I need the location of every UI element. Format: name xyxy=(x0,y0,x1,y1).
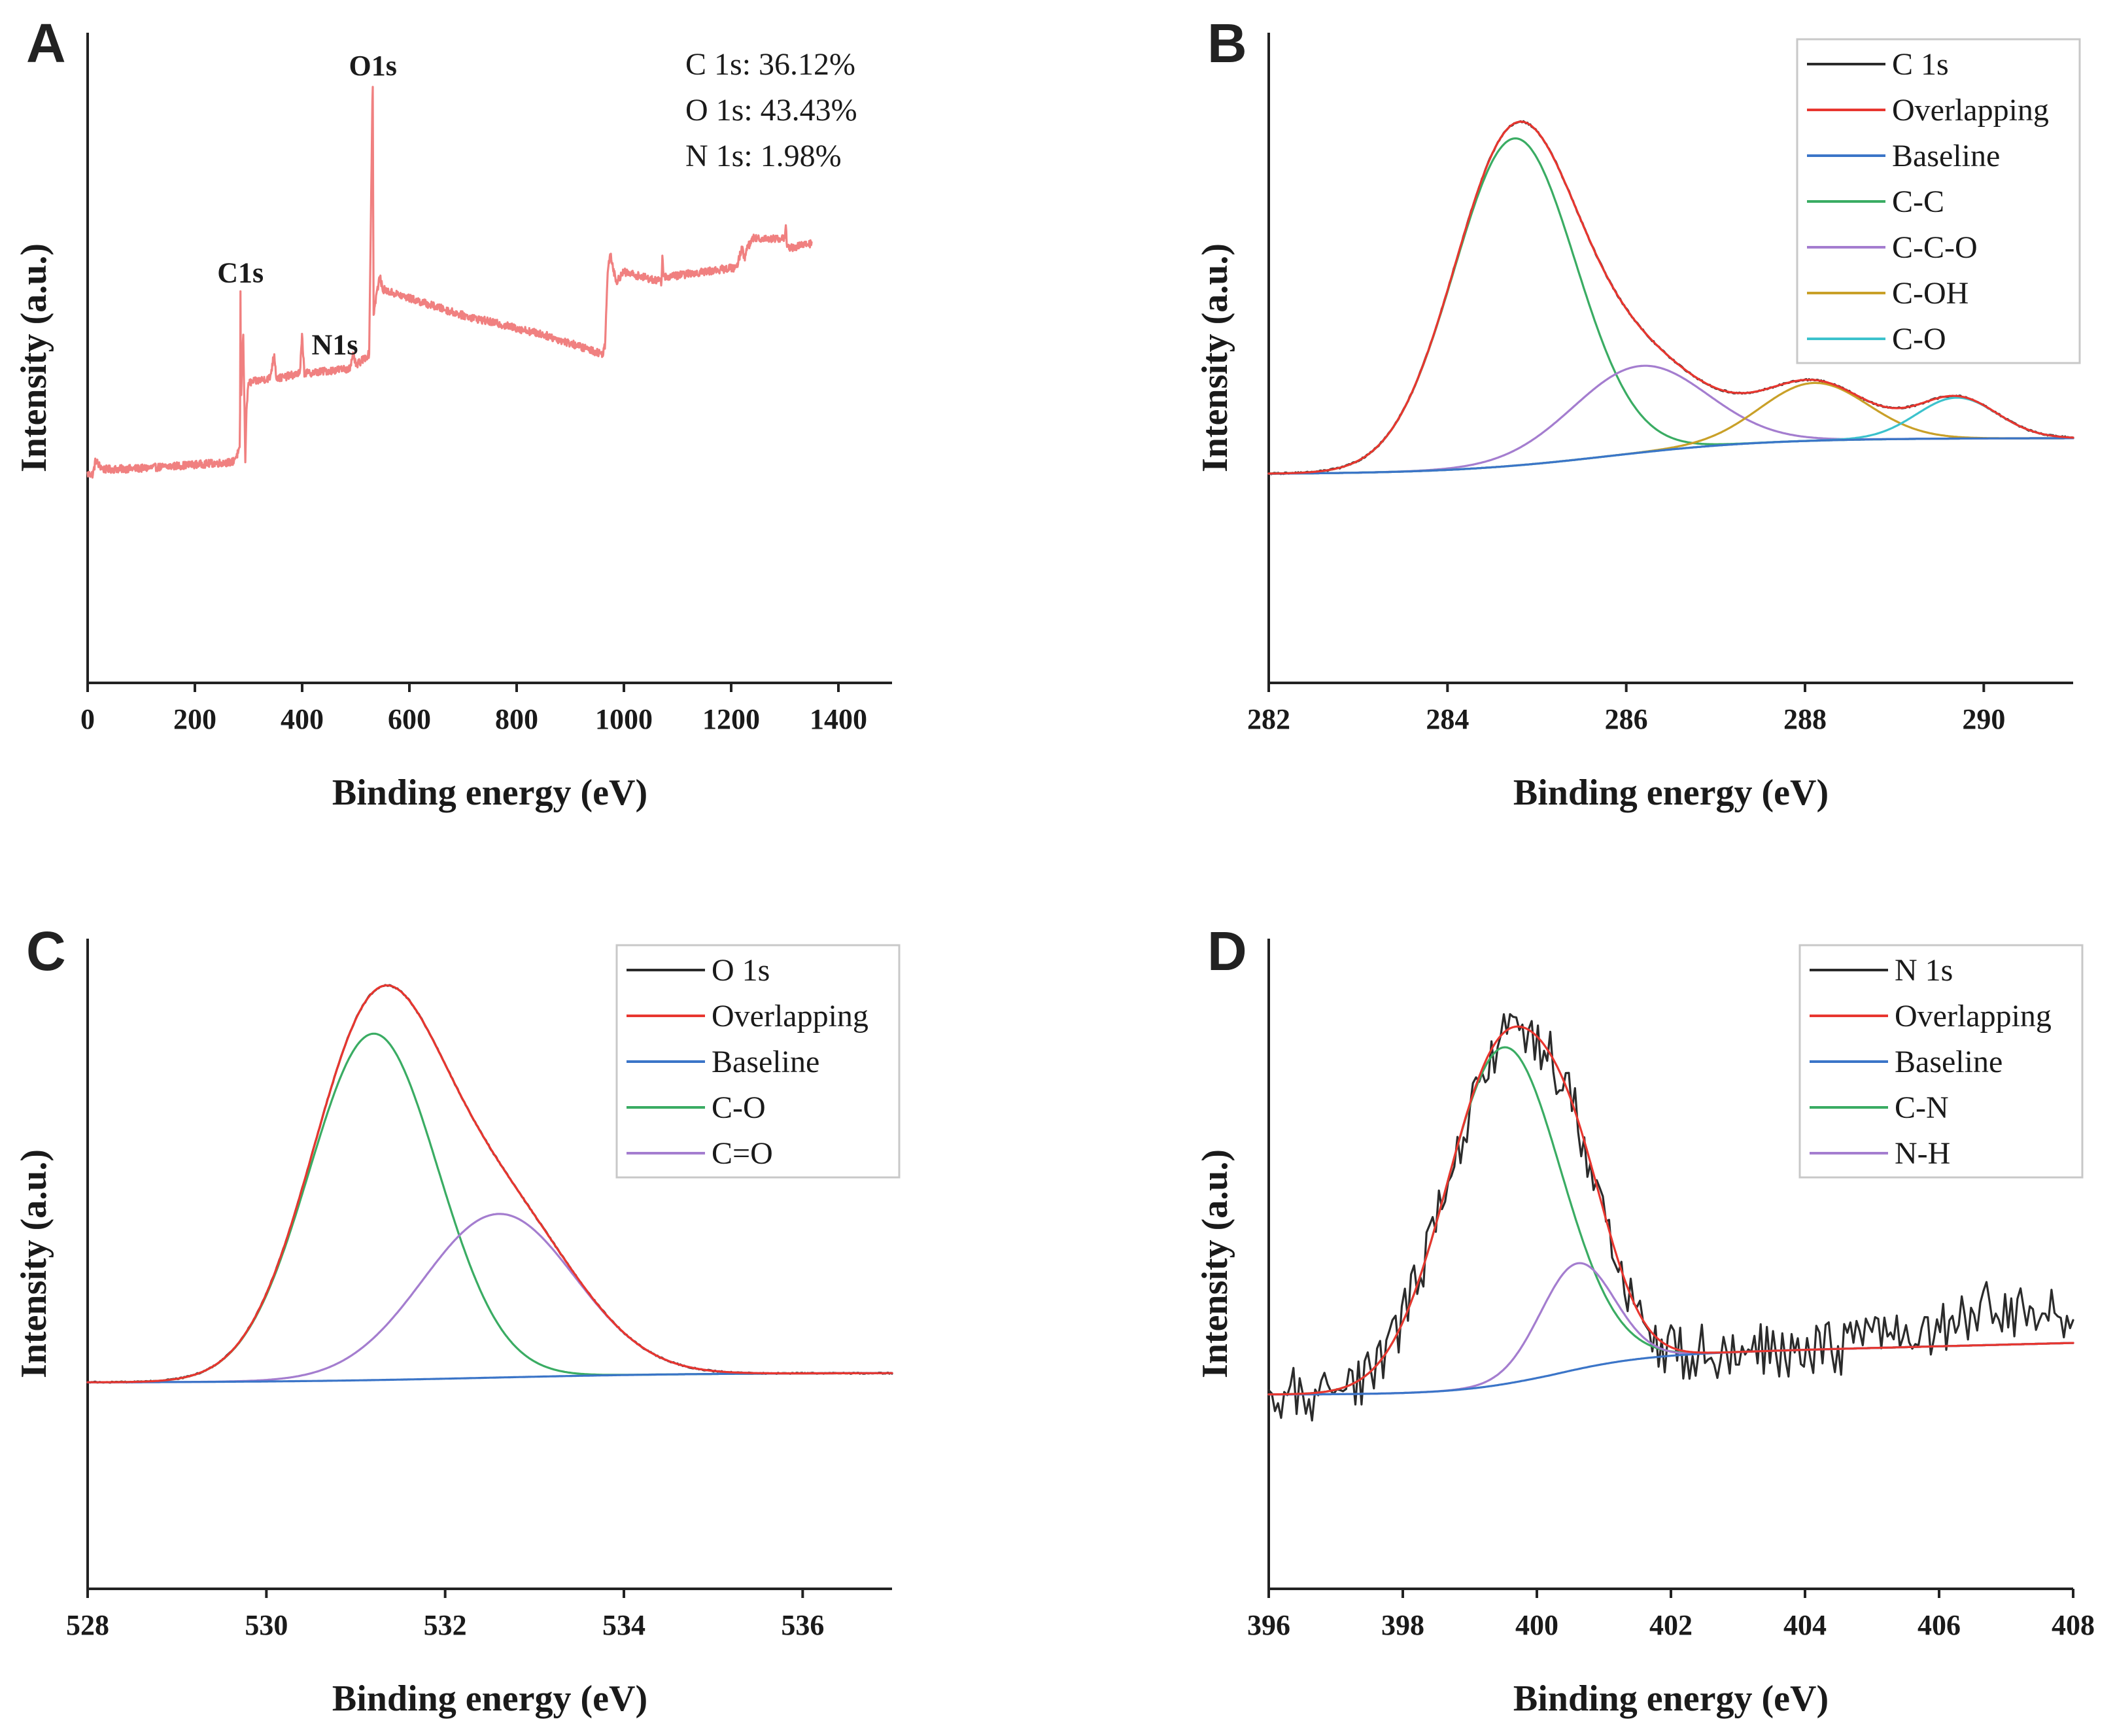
legend-label: C-O xyxy=(1892,322,1946,356)
legend-label: C=O xyxy=(712,1136,773,1171)
legend: O 1s Overlapping Baseline C-O C=O xyxy=(615,944,901,1179)
x-tick-label: 600 xyxy=(388,703,431,735)
x-tick-label: 406 xyxy=(1917,1609,1961,1641)
legend-label: C-C-O xyxy=(1892,230,1978,265)
series-line-baseline xyxy=(1267,437,2074,475)
panel-letter: B xyxy=(1207,12,1247,74)
legend-label: C-C xyxy=(1892,184,1944,219)
x-tick-label: 200 xyxy=(173,703,216,735)
legend-label: O 1s xyxy=(712,953,770,988)
legend-label: Overlapping xyxy=(1892,93,2049,128)
y-axis-title: Intensity (a.u.) xyxy=(1195,243,1235,472)
x-tick-label: 1000 xyxy=(595,703,653,735)
composition-annotation: N 1s: 1.98% xyxy=(685,139,842,173)
x-axis-title: Binding energy (eV) xyxy=(332,1678,647,1719)
x-tick-label: 398 xyxy=(1381,1609,1424,1641)
x-tick-label: 800 xyxy=(495,703,538,735)
composition-annotation: O 1s: 43.43% xyxy=(685,93,857,128)
x-tick-label: 290 xyxy=(1962,703,2005,735)
x-tick-label: 404 xyxy=(1783,1609,1827,1641)
series-line-n-1s xyxy=(1267,1013,2074,1422)
x-tick-label: 284 xyxy=(1426,703,1469,735)
legend-label: C-O xyxy=(712,1090,766,1125)
x-axis-title: Binding energy (eV) xyxy=(1513,773,1829,813)
legend-label: N-H xyxy=(1895,1136,1950,1171)
legend-label: C 1s xyxy=(1892,47,1949,82)
x-tick-label: 400 xyxy=(1515,1609,1558,1641)
legend-label: Baseline xyxy=(1895,1045,2003,1079)
series-line-overlapping xyxy=(1267,120,2074,475)
peak-label: C1s xyxy=(217,256,264,288)
x-tick-label: 288 xyxy=(1783,703,1827,735)
composition-annotation: C 1s: 36.12% xyxy=(685,47,855,82)
x-tick-label: 408 xyxy=(2052,1609,2095,1641)
peak-label: O1s xyxy=(349,50,397,82)
series-line-overlapping xyxy=(86,984,893,1383)
x-tick-label: 400 xyxy=(281,703,324,735)
legend-box xyxy=(1798,944,2084,1179)
x-tick-label: 536 xyxy=(781,1609,824,1641)
legend-label: Baseline xyxy=(1892,139,2000,173)
x-axis-title: Binding energy (eV) xyxy=(332,773,647,813)
legend-label: Overlapping xyxy=(712,999,868,1033)
x-tick-label: 286 xyxy=(1605,703,1648,735)
panel-letter: A xyxy=(26,12,66,74)
x-tick-label: 534 xyxy=(602,1609,645,1641)
legend-label: Overlapping xyxy=(1895,999,2052,1033)
x-tick-label: 530 xyxy=(245,1609,288,1641)
panel-b: B 282 284 286 288 290 Binding energy (eV) Inten… xyxy=(1195,12,2081,813)
x-tick-label: 1200 xyxy=(702,703,760,735)
legend-label: C-OH xyxy=(1892,276,1969,311)
panel-d: D 396 398 400 402 404 406 408 Binding energy (eV… xyxy=(1195,920,2095,1719)
peak-label: N1s xyxy=(312,329,358,361)
y-axis-title: Intensity (a.u.) xyxy=(14,1149,54,1378)
x-tick-label: 396 xyxy=(1247,1609,1290,1641)
x-tick-label: 528 xyxy=(66,1609,109,1641)
x-tick-label: 0 xyxy=(80,703,95,735)
series-line-survey xyxy=(86,86,813,479)
legend-label: N 1s xyxy=(1895,953,1953,988)
y-axis-title: Intensity (a.u.) xyxy=(14,243,54,472)
legend-label: C-N xyxy=(1895,1090,1949,1125)
legend-label: Baseline xyxy=(712,1045,819,1079)
x-tick-label: 532 xyxy=(424,1609,467,1641)
panel-letter: D xyxy=(1207,920,1247,982)
x-tick-label: 282 xyxy=(1247,703,1290,735)
legend: C 1s Overlapping Baseline C-C C-C-O C-OH C-O xyxy=(1796,38,2081,364)
x-axis-title: Binding energy (eV) xyxy=(1513,1678,1829,1719)
series-line-overlapping xyxy=(1267,1025,2074,1396)
panel-a: A 0 200 400 600 800 1000 1200 1400 Binding energy… xyxy=(14,12,892,813)
y-axis-title: Intensity (a.u.) xyxy=(1195,1149,1235,1378)
x-tick-label: 402 xyxy=(1649,1609,1693,1641)
panel-c: C 528 530 532 534 536 Binding energy (eV) Inten… xyxy=(14,920,901,1719)
x-tick-label: 1400 xyxy=(810,703,867,735)
legend: N 1s Overlapping Baseline C-N N-H xyxy=(1798,944,2084,1179)
panel-letter: C xyxy=(26,920,66,982)
